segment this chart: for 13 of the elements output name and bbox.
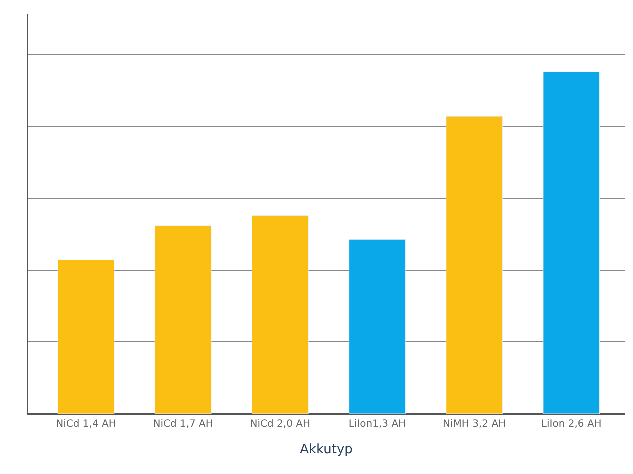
bar — [154, 226, 212, 414]
x-tick-label: NiCd 2,0 AH — [250, 419, 310, 430]
x-tick-label: NiCd 1,7 AH — [153, 419, 214, 430]
bar — [349, 239, 406, 414]
bar — [252, 215, 309, 414]
x-tick-label: NiMH 3,2 AH — [443, 419, 506, 430]
x-tick-label: NiCd 1,4 AH — [56, 419, 116, 430]
x-tick-label: LiIon1,3 AH — [348, 419, 406, 430]
bar — [543, 72, 600, 414]
bar — [446, 116, 503, 414]
x-axis-title: Akkutyp — [300, 442, 353, 458]
bar — [58, 260, 115, 414]
x-tick-label: LiIon 2,6 AH — [541, 419, 602, 430]
